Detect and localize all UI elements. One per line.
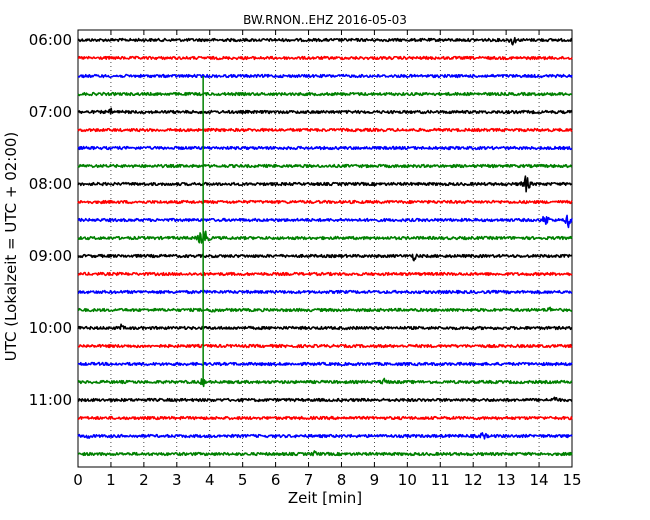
trace-1100 — [77, 396, 573, 403]
x-axis-label: Zeit [min] — [288, 489, 362, 507]
trace-0700 — [77, 107, 573, 115]
x-tick-label: 12 — [464, 471, 483, 489]
x-tick-label: 9 — [370, 471, 380, 489]
x-tick-label: 13 — [497, 471, 516, 489]
y-axis-ticks: 06:00 07:00 08:00 09:00 10:00 11:00 — [29, 31, 572, 409]
trace-0945 — [77, 306, 573, 313]
x-tick-label: 14 — [530, 471, 549, 489]
trace-1000 — [77, 323, 573, 331]
trace-1015 — [77, 343, 573, 349]
x-tick-label: 7 — [304, 471, 314, 489]
x-tick-label: 6 — [271, 471, 281, 489]
x-tick-label: 5 — [238, 471, 248, 489]
y-tick-label: 09:00 — [29, 247, 72, 265]
trace-1145 — [77, 450, 573, 457]
x-axis-ticks: 0 1 2 3 4 5 6 7 8 9 10 11 12 13 14 15 — [73, 30, 582, 489]
y-tick-label: 10:00 — [29, 319, 72, 337]
y-axis-label: UTC (Lokalzeit = UTC + 02:00) — [2, 132, 20, 362]
trace-1045 — [77, 377, 573, 388]
y-tick-label: 11:00 — [29, 391, 72, 409]
y-tick-label: 06:00 — [29, 31, 72, 49]
x-tick-label: 1 — [106, 471, 116, 489]
trace-0900 — [77, 253, 573, 262]
x-tick-label: 8 — [337, 471, 347, 489]
seismogram-traces — [77, 36, 573, 457]
x-tick-label: 15 — [562, 471, 581, 489]
trace-0830 — [77, 214, 573, 229]
trace-1115 — [77, 415, 573, 421]
chart-title: BW.RNON..EHZ 2016-05-03 — [243, 13, 407, 27]
trace-0845 — [77, 230, 573, 244]
x-tick-label: 2 — [139, 471, 149, 489]
trace-0800 — [77, 175, 573, 193]
trace-0930 — [77, 289, 573, 295]
trace-0745 — [77, 163, 573, 169]
x-tick-label: 4 — [205, 471, 215, 489]
trace-0600 — [77, 36, 573, 46]
trace-0815 — [77, 199, 573, 205]
trace-0645 — [77, 91, 573, 97]
trace-0615 — [77, 55, 573, 61]
trace-0630 — [77, 73, 573, 79]
trace-0715 — [77, 127, 573, 133]
y-tick-label: 08:00 — [29, 175, 72, 193]
plot-area — [77, 29, 573, 468]
grid-lines — [110, 30, 540, 467]
trace-1130 — [77, 432, 573, 440]
x-tick-label: 3 — [172, 471, 182, 489]
x-tick-label: 0 — [73, 471, 83, 489]
trace-0730 — [77, 145, 573, 151]
trace-0915 — [77, 271, 573, 277]
trace-1030 — [77, 361, 573, 367]
x-tick-label: 10 — [398, 471, 417, 489]
x-tick-label: 11 — [431, 471, 450, 489]
y-tick-label: 07:00 — [29, 103, 72, 121]
